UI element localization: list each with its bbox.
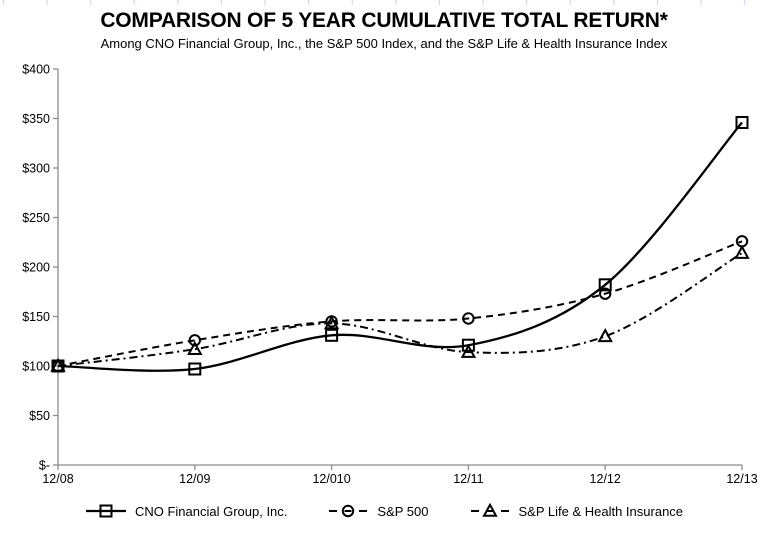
marker-circle-s-p-500: [462, 312, 475, 325]
legend-label: S&P 500: [377, 503, 429, 519]
legend-marker-triangle-icon: [481, 503, 498, 517]
legend-item-cno-financial-group-inc: CNO Financial Group, Inc.: [85, 503, 287, 519]
marker-triangle-s-p-life-health-insurance: [597, 328, 613, 343]
legend-label: S&P Life & Health Insurance: [518, 503, 684, 519]
marker-square-cno-financial-group-inc: [51, 359, 65, 373]
marker-circle-s-p-500: [188, 334, 202, 347]
marker-square-cno-financial-group-inc: [461, 338, 475, 352]
y-axis-label: $400: [22, 63, 50, 77]
legend-marker-circle-icon: [342, 504, 355, 518]
chart-subtitle: Among CNO Financial Group, Inc., the S&P…: [100, 36, 668, 51]
y-axis-label: $150: [22, 310, 50, 324]
legend-sample-circle-icon: [329, 504, 368, 518]
series-line-s-p-life-health-insurance: [57, 252, 743, 367]
x-axis-label: 12/13: [726, 472, 757, 486]
series-line-cno-financial-group-inc: [57, 121, 743, 372]
marker-square-cno-financial-group-inc: [735, 116, 749, 129]
marker-square-cno-financial-group-inc: [188, 362, 202, 376]
series-line-s-p-500: [57, 240, 743, 367]
y-axis-label: $350: [22, 112, 50, 126]
x-axis-label: 12/010: [312, 472, 350, 486]
x-axis-label: 12/09: [179, 472, 210, 486]
legend-sample-square-icon: [85, 504, 126, 518]
marker-triangle-s-p-life-health-insurance: [323, 315, 340, 330]
legend-label: CNO Financial Group, Inc.: [134, 503, 288, 519]
x-axis-label: 12/11: [453, 472, 483, 486]
axis-lines: [57, 69, 742, 466]
y-axis-label: $-: [39, 459, 50, 473]
legend-marker-square-icon: [99, 504, 113, 518]
y-axis-label: $300: [22, 162, 50, 176]
legend-item-s-p-life-health-insurance: S&P Life & Health Insurance: [469, 503, 684, 519]
marker-circle-s-p-500: [599, 287, 612, 300]
marker-square-cno-financial-group-inc: [325, 328, 339, 342]
y-axis-label: $100: [22, 360, 50, 374]
marker-square-cno-financial-group-inc: [598, 278, 612, 292]
x-axis-label: 12/12: [590, 472, 621, 486]
y-axis-label: $50: [29, 409, 50, 423]
legend-sample-triangle-icon: [470, 503, 509, 517]
marker-triangle-s-p-life-health-insurance: [187, 340, 203, 355]
y-axis-label: $250: [22, 211, 50, 225]
chart-title: COMPARISON OF 5 YEAR CUMULATIVE TOTAL RE…: [100, 9, 668, 32]
y-axis-label: $200: [22, 261, 50, 275]
chart-legend: CNO Financial Group, Inc. S&P 500 S&P Life…: [0, 497, 768, 525]
x-axis-label: 12/08: [42, 472, 73, 486]
legend-item-s-p-500: S&P 500: [327, 503, 429, 519]
marker-triangle-s-p-life-health-insurance: [734, 244, 750, 259]
